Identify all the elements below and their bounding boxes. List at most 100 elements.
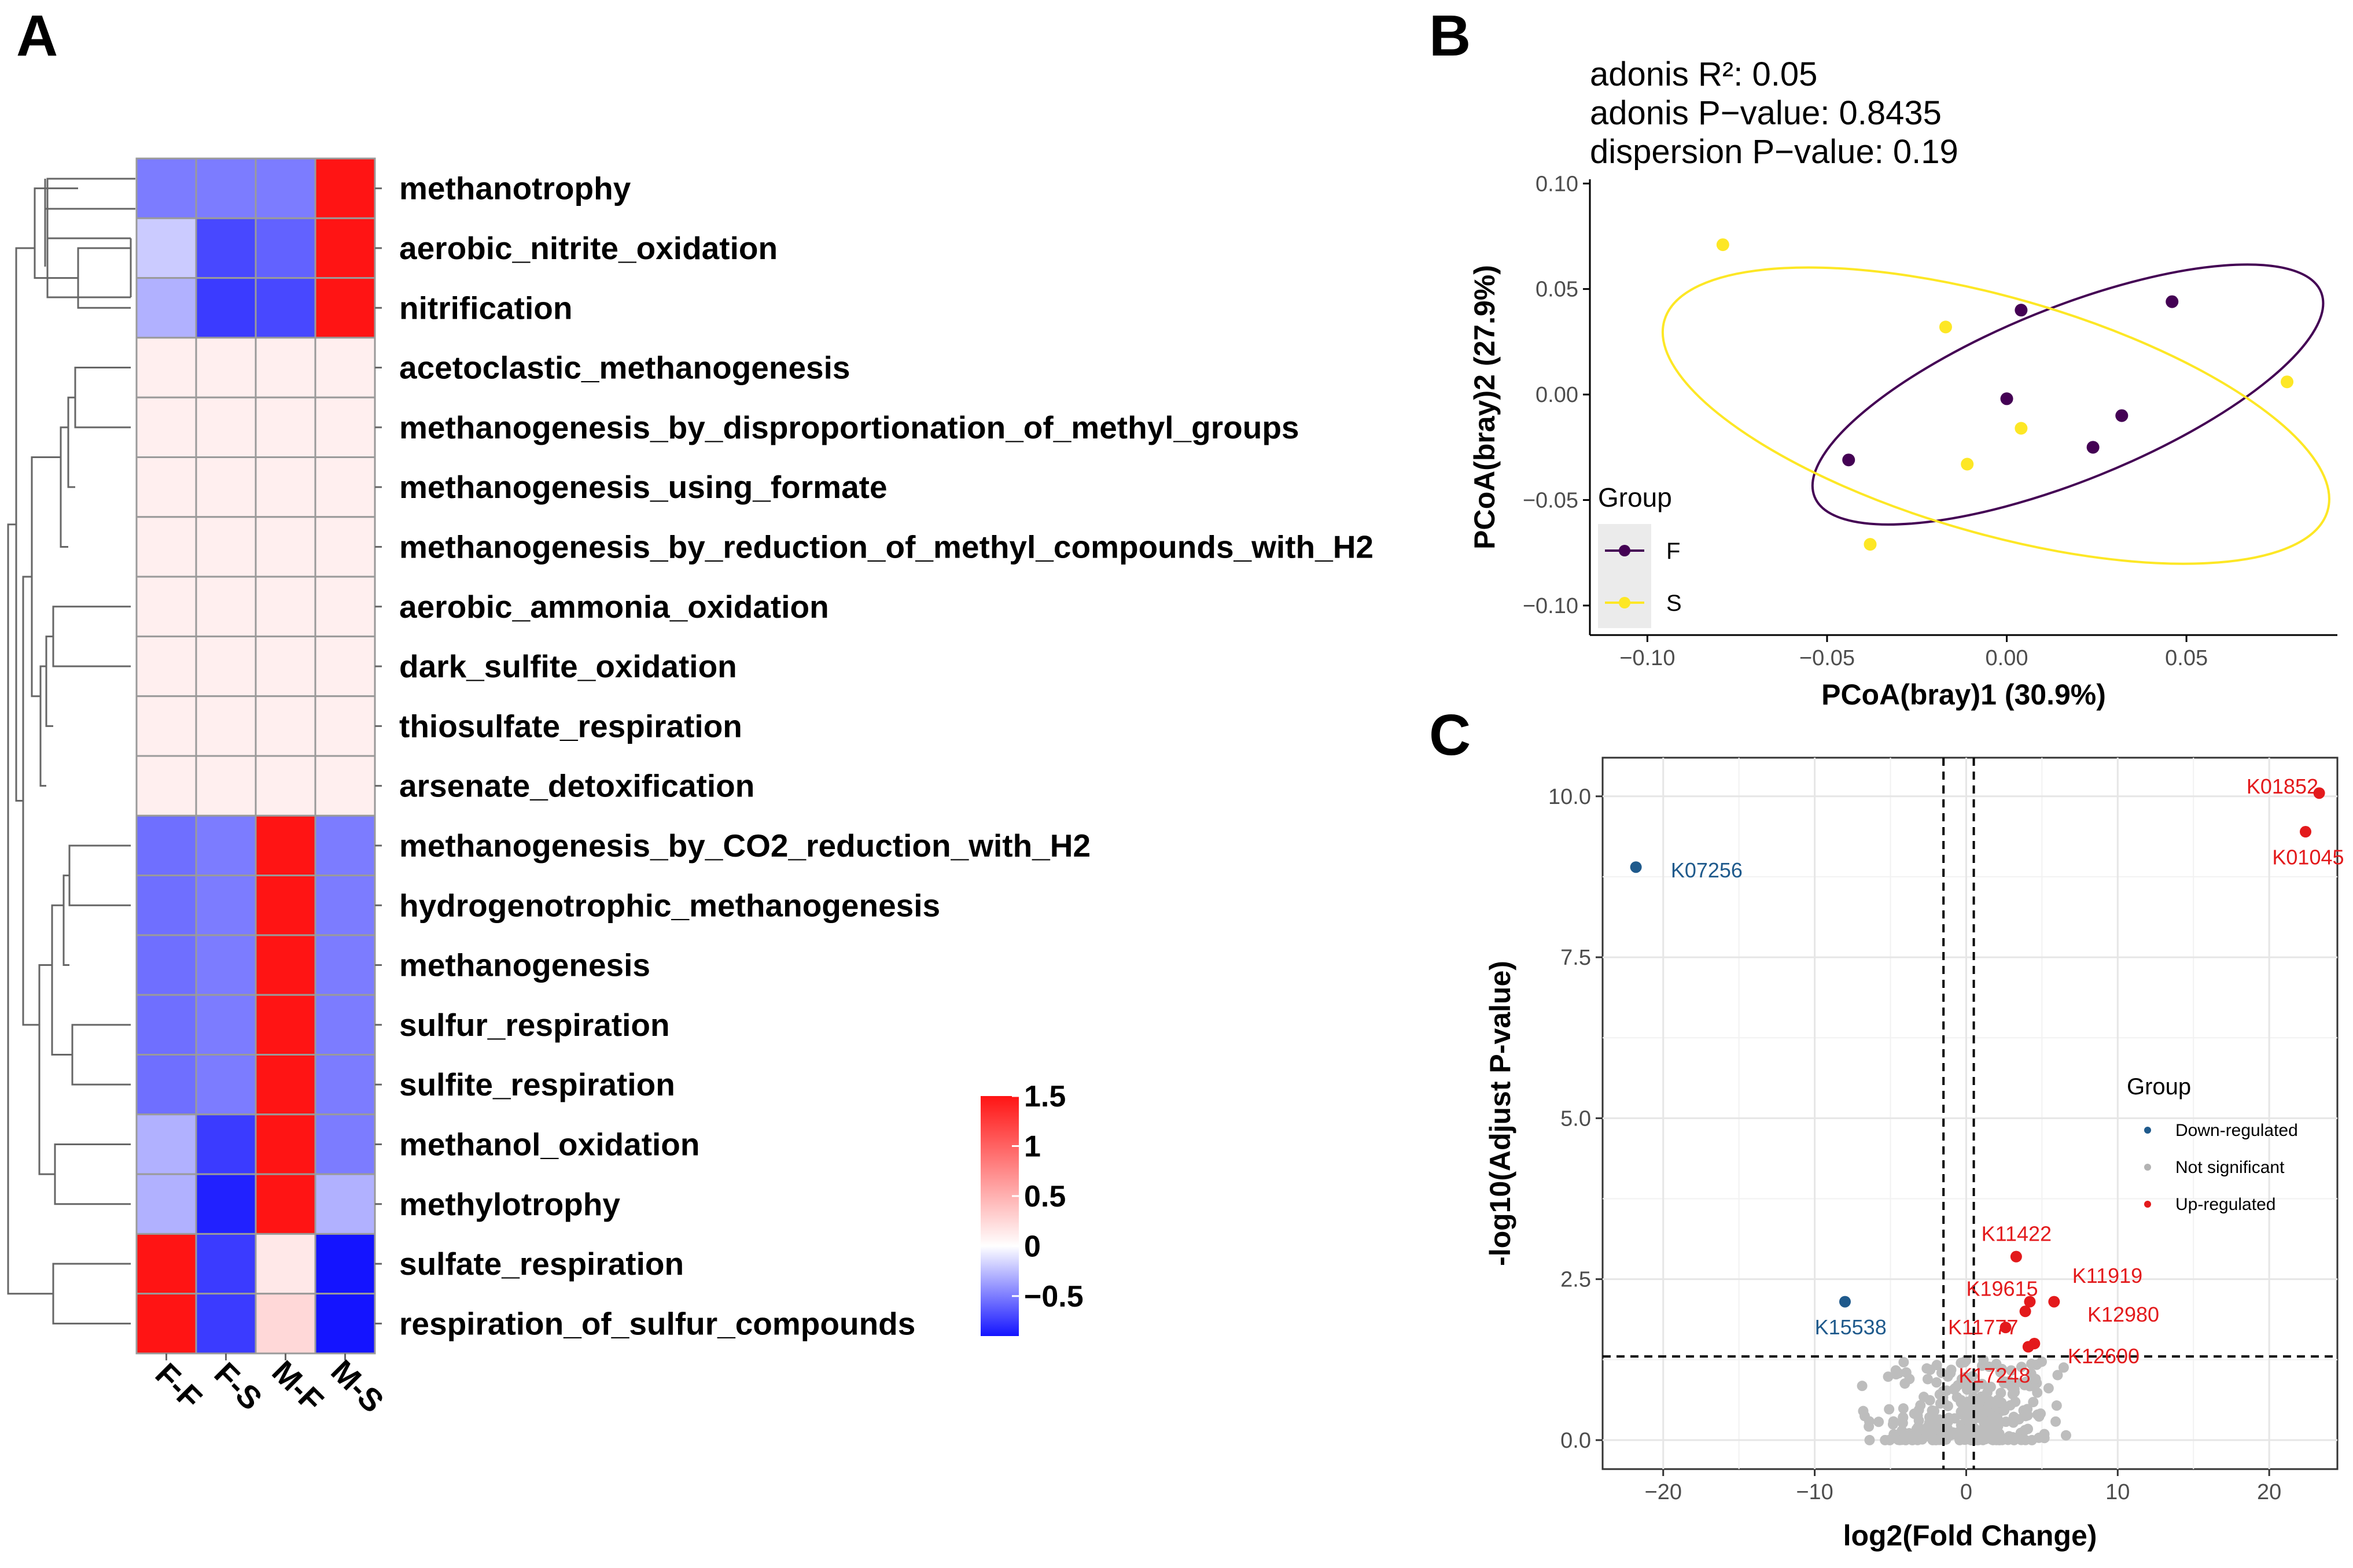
heatmap-row-label: acetoclastic_methanogenesis xyxy=(399,350,850,386)
volcano-gridlines xyxy=(1603,758,2337,1469)
volcano-point-not-significant xyxy=(1938,1430,1949,1441)
volcano-point-not-significant xyxy=(1923,1421,1934,1432)
pcoa-point-s xyxy=(1961,458,1974,471)
volcano-point-not-significant xyxy=(1997,1363,2008,1374)
volcano-point-not-significant xyxy=(1976,1432,1987,1443)
heatmap-row-label: sulfate_respiration xyxy=(399,1246,684,1282)
heatmap-row-label: aerobic_nitrite_oxidation xyxy=(399,230,778,266)
heatmap-cell-r9-c0 xyxy=(135,695,197,757)
volcano-point-not-significant xyxy=(1984,1396,1995,1407)
volcano-point-k19615 xyxy=(2019,1305,2031,1318)
heatmap-column-label: M-S xyxy=(324,1353,391,1419)
volcano-point-k11919 xyxy=(2024,1296,2036,1308)
heatmap-column-label: F-F xyxy=(149,1356,209,1416)
volcano-point-not-significant xyxy=(1887,1419,1898,1430)
volcano-point-k12980 xyxy=(2048,1296,2060,1308)
volcano-point-not-significant xyxy=(1915,1400,1926,1411)
heatmap-cell-r13-c3 xyxy=(314,934,376,996)
adonis-pvalue-text: adonis P−value: 0.8435 xyxy=(1590,94,1942,132)
pcoa-x-tick-label: 0.05 xyxy=(2165,646,2208,670)
volcano-point-not-significant xyxy=(2060,1430,2071,1441)
heatmap-column-label: F-S xyxy=(208,1355,269,1416)
heatmap-cell-r1-c2 xyxy=(255,217,316,279)
heatmap-cell-r14-c2 xyxy=(255,994,316,1056)
heatmap-row-label: arsenate_detoxification xyxy=(399,768,754,804)
pcoa-legend: Group F S xyxy=(1598,482,1682,628)
heatmap-cell-r6-c3 xyxy=(314,516,376,578)
heatmap-row-label: methanogenesis_by_CO2_reduction_with_H2 xyxy=(399,828,1091,864)
volcano-legend-title: Group xyxy=(2127,1074,2191,1100)
volcano-y-tick-label: 2.5 xyxy=(1560,1268,1591,1292)
heatmap-cell-r16-c3 xyxy=(314,1113,376,1175)
pcoa-point-f xyxy=(2115,409,2129,422)
heatmap-cell-r3-c3 xyxy=(314,337,376,399)
volcano-point-not-significant xyxy=(1946,1364,1957,1375)
volcano-x-tick-label: 10 xyxy=(2105,1480,2130,1504)
volcano-point-not-significant xyxy=(1890,1433,1901,1444)
heatmap-cell-r16-c0 xyxy=(135,1113,197,1175)
volcano-labeled-points: K01852 K01045 K07256 K15538 K11422 K11919 K196… xyxy=(1630,774,2344,1388)
volcano-legend-label-ns: Not significant xyxy=(2175,1158,2285,1177)
heatmap-cell-r13-c2 xyxy=(255,934,316,996)
volcano-point-not-significant xyxy=(1992,1413,2003,1424)
heatmap-cell-r19-c0 xyxy=(135,1293,197,1355)
volcano-point-not-significant xyxy=(1999,1376,2010,1387)
volcano-label-k15538: K15538 xyxy=(1815,1315,1887,1339)
heatmap-cell-r18-c1 xyxy=(195,1233,257,1295)
dendrogram-branch xyxy=(77,247,131,309)
colorbar-ticks: 1.5 1 0.5 0 −0.5 xyxy=(1012,1080,1084,1314)
volcano-point-not-significant xyxy=(1890,1365,1901,1376)
dendrogram-branch xyxy=(34,187,78,279)
volcano-point-not-significant xyxy=(1983,1362,1994,1373)
volcano-point-not-significant xyxy=(1873,1416,1884,1427)
volcano-label-k11422: K11422 xyxy=(1982,1222,2052,1246)
dendrogram-branch xyxy=(52,606,131,667)
dendrogram-branch xyxy=(60,426,68,548)
volcano-y-tick-label: 0.0 xyxy=(1560,1429,1591,1453)
heatmap-cell-r15-c1 xyxy=(195,1054,257,1116)
volcano-point-not-significant xyxy=(2010,1396,2021,1407)
volcano-y-tick-label: 5.0 xyxy=(1560,1106,1591,1131)
volcano-point-not-significant xyxy=(1859,1411,1870,1422)
heatmap-cell-r4-c1 xyxy=(195,396,257,459)
volcano-point-not-significant xyxy=(1898,1403,1909,1414)
volcano-point-not-significant xyxy=(2032,1409,2043,1420)
heatmap-cell-r4-c2 xyxy=(255,396,316,459)
volcano-point-not-significant xyxy=(1962,1377,1973,1388)
volcano-point-not-significant xyxy=(1983,1432,1994,1443)
pcoa-y-axis-title: PCoA(bray)2 (27.9%) xyxy=(1468,265,1501,549)
pcoa-y-tick-label: 0.10 xyxy=(1535,172,1578,196)
volcano-legend-key-up xyxy=(2144,1201,2151,1208)
volcano-label-k01045: K01045 xyxy=(2272,846,2344,869)
heatmap-cell-r0-c3 xyxy=(314,157,376,219)
heatmap-cell-r7-c1 xyxy=(195,575,257,637)
volcano-point-not-significant xyxy=(1959,1357,1970,1368)
heatmap-row-label: hydrogenotrophic_methanogenesis xyxy=(399,887,940,923)
volcano-x-tick-label: −20 xyxy=(1645,1480,1682,1504)
heatmap-row-label: methanogenesis_by_disproportionation_of_… xyxy=(399,409,1299,445)
colorbar-tick-label: 0 xyxy=(1024,1230,1041,1263)
pcoa-ellipse-s xyxy=(1661,266,2330,565)
dendrogram-branch xyxy=(54,1143,131,1205)
heatmap-cell-r5-c1 xyxy=(195,456,257,518)
volcano-point-not-significant xyxy=(2043,1383,2054,1394)
volcano-legend-label-down: Down-regulated xyxy=(2175,1121,2298,1140)
heatmap-cell-r11-c2 xyxy=(255,814,316,877)
heatmap-cell-r7-c2 xyxy=(255,575,316,637)
volcano-point-not-significant xyxy=(2006,1365,2017,1376)
volcano-point-not-significant xyxy=(1899,1378,1910,1389)
volcano-point-k01852 xyxy=(2313,787,2325,799)
heatmap-cell-r8-c1 xyxy=(195,635,257,698)
pcoa-y-tick-label: −0.05 xyxy=(1523,489,1578,513)
volcano-point-not-significant xyxy=(1884,1404,1895,1415)
heatmap-cell-r6-c0 xyxy=(135,516,197,578)
heatmap-row-labels: methanotrophy aerobic_nitrite_oxidationni… xyxy=(375,171,1373,1341)
volcano-point-not-significant xyxy=(1976,1425,1987,1436)
heatmap-cell-r11-c3 xyxy=(314,814,376,877)
heatmap-cell-r0-c2 xyxy=(255,157,316,219)
heatmap-cell-r17-c3 xyxy=(314,1173,376,1235)
volcano-x-tick-label: 0 xyxy=(1960,1480,1972,1504)
heatmap-row-label: methanol_oxidation xyxy=(399,1126,700,1162)
heatmap-cell-r2-c0 xyxy=(135,277,197,339)
volcano-y-tick-label: 7.5 xyxy=(1560,946,1591,970)
